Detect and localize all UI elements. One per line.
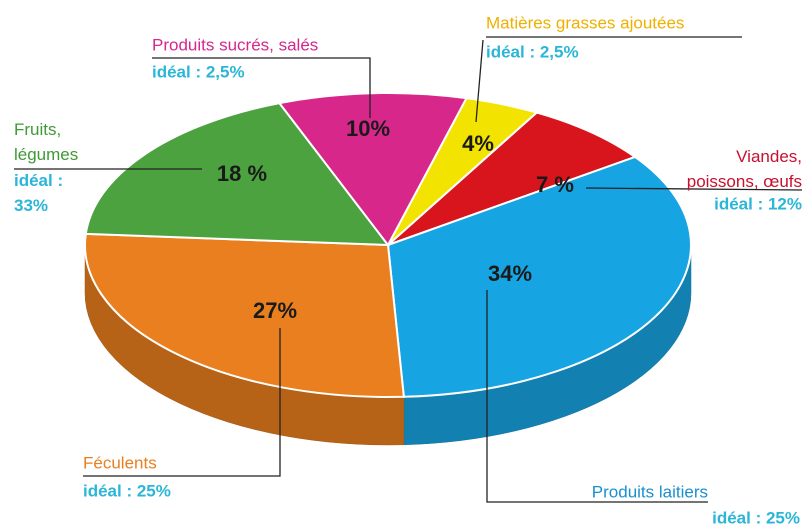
value-label: 27% — [253, 298, 297, 323]
leader-line — [486, 290, 708, 503]
value-label: 34% — [488, 261, 532, 286]
value-label: 7 % — [536, 172, 574, 197]
value-label: 4% — [462, 131, 494, 156]
ideal-label: idéal : 25% — [83, 481, 171, 500]
slice — [84, 232, 405, 398]
value-label: 18 % — [217, 161, 267, 186]
slice — [277, 92, 468, 247]
leader-line — [83, 328, 281, 477]
slice — [387, 111, 638, 246]
leader-line — [152, 57, 371, 118]
ideal-label: idéal : 12% — [714, 194, 802, 213]
ideal-label: idéal : 25% — [712, 508, 800, 526]
category-label: Féculents — [83, 453, 157, 472]
category-label: Viandes, poissons, œufs — [687, 147, 802, 191]
ideal-label: idéal : 2,5% — [486, 42, 579, 61]
category-label: Produits laitiers — [592, 482, 708, 501]
leader-line — [585, 187, 803, 191]
category-label: Produits sucrés, salés — [152, 35, 318, 54]
ideal-label: idéal : 2,5% — [152, 62, 245, 81]
category-label: Fruits, légumes — [14, 120, 78, 164]
slice — [84, 101, 391, 247]
leader-line — [475, 39, 484, 123]
category-label: Matières grasses ajoutées — [486, 13, 684, 32]
value-label: 10% — [346, 116, 390, 141]
ideal-label: idéal :33% — [14, 171, 63, 215]
slice — [386, 155, 692, 398]
